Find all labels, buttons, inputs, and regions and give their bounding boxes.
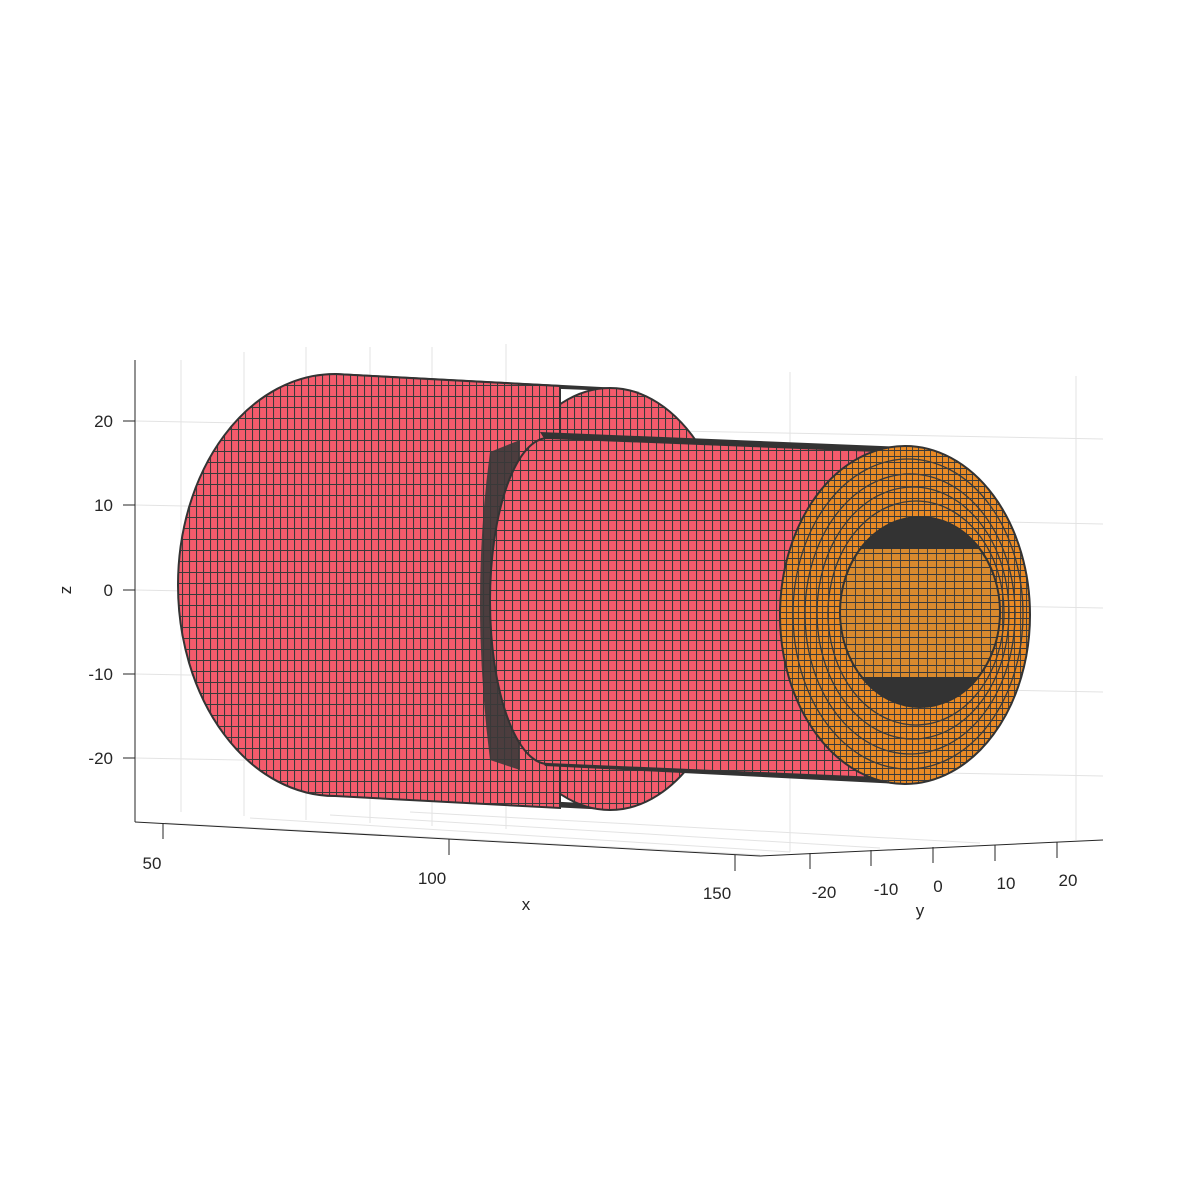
z-tick-label: 10 (94, 496, 113, 515)
x-ticks (162, 823, 736, 871)
z-tick-label: 20 (94, 412, 113, 431)
y-tick-label: 10 (997, 874, 1016, 893)
x-axis-label: x (522, 895, 531, 914)
x-tick-labels: 50 100 150 (143, 854, 732, 903)
z-ticks (123, 420, 135, 759)
y-tick-label: -20 (812, 883, 837, 902)
x-tick-label: 150 (703, 884, 731, 903)
z-tick-label: -10 (88, 665, 113, 684)
end-face-rings (792, 458, 1024, 770)
y-axis-label: y (916, 901, 925, 920)
z-tick-label: -20 (88, 749, 113, 768)
y-tick-labels: -20 -10 0 10 20 (812, 871, 1078, 902)
z-tick-label: 0 (104, 581, 113, 600)
y-ticks (809, 842, 1058, 869)
large-cylinder-body (177, 372, 561, 810)
x-tick-label: 50 (143, 854, 162, 873)
y-tick-label: -10 (874, 880, 899, 899)
x-tick-label: 100 (418, 869, 446, 888)
y-tick-label: 0 (933, 877, 942, 896)
y-tick-label: 20 (1059, 871, 1078, 890)
z-axis-label: z (56, 586, 75, 595)
z-tick-labels: 20 10 0 -10 -20 (88, 412, 113, 768)
end-face (779, 445, 1031, 785)
axes-frame (134, 360, 1104, 857)
